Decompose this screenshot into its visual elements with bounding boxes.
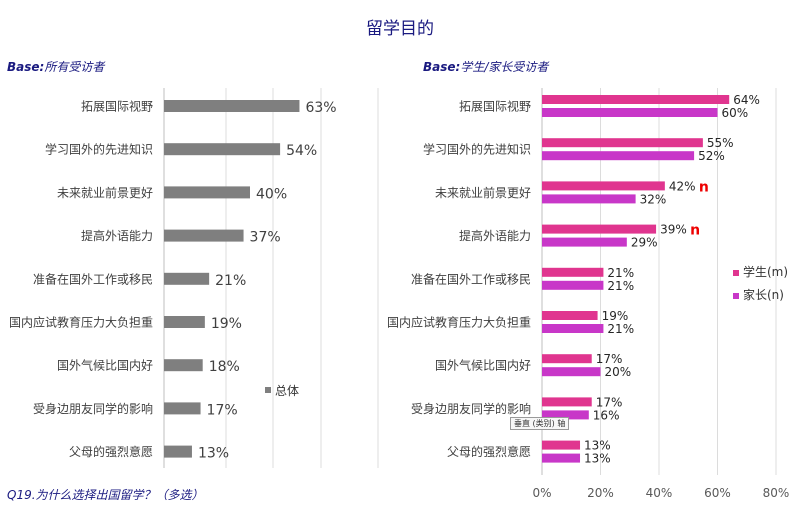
left-legend-swatch [265,387,271,393]
left-legend-label: 总体 [275,384,299,398]
parent-value-label: 52% [698,149,725,163]
right-category-label: 父母的强烈意愿 [447,444,531,459]
parent-bar [542,280,604,290]
left-value-label: 54% [286,143,317,159]
right-legend-swatch [733,293,739,299]
right-category-label: 提高外语能力 [459,228,531,243]
parent-bar [542,194,636,204]
left-base-label: Base:所有受访者 [7,58,104,75]
right-x-tick-label: 0% [532,486,551,500]
student-bar [542,95,730,104]
left-value-label: 13% [198,446,229,462]
left-category-label: 父母的强烈意愿 [69,444,153,459]
parent-bar [542,108,718,117]
student-value-label: 64% [733,93,760,107]
right-legend-label: 家长(n) [743,287,784,302]
left-bar [164,445,192,458]
right-legend-label: 学生(m) [743,264,788,279]
question-footnote: Q19.为什么选择出国留学？（多选） [7,488,204,502]
student-value-label: 17% [596,395,623,409]
left-category-label: 国外气候比国内好 [57,358,153,373]
student-value-label: 42% [669,179,696,193]
significance-mark: n [699,179,709,195]
left-bar [164,143,281,156]
left-category-label: 国内应试教育压力大负担重 [9,315,153,330]
left-value-label: 40% [256,186,287,202]
left-value-label: 18% [209,359,240,375]
right-base-prefix: Base: [423,60,461,74]
left-base-text: 所有受访者 [44,60,105,74]
right-base-label: Base:学生/家长受访者 [423,58,548,75]
parent-bar [542,453,581,463]
parent-bar [542,324,604,333]
left-category-label: 准备在国外工作或移民 [33,272,153,286]
parent-bar [542,237,627,247]
left-value-label: 19% [211,316,242,332]
parent-value-label: 16% [593,408,620,422]
left-value-label: 63% [305,100,336,116]
page-title: 留学目的 [366,19,434,39]
student-value-label: 19% [602,309,629,323]
left-bar [164,359,203,372]
axis-tooltip: 垂直 (类别) 轴 [510,417,570,430]
right-x-tick-label: 80% [763,486,790,500]
parent-bar [542,367,601,377]
left-bar [164,100,300,112]
parent-bar [542,410,589,420]
parent-value-label: 21% [607,322,634,336]
student-bar [542,440,581,450]
left-category-label: 提高外语能力 [81,228,153,243]
left-value-label: 37% [250,230,281,246]
right-category-label: 未来就业前景更好 [435,185,531,200]
student-bar [542,138,703,148]
parent-value-label: 13% [584,452,611,466]
student-bar [542,311,598,320]
student-value-label: 13% [584,439,611,453]
right-x-tick-label: 40% [646,486,673,500]
right-x-tick-label: 60% [704,486,731,500]
left-category-label: 学习国外的先进知识 [45,142,153,157]
student-value-label: 39% [660,223,687,237]
right-category-label: 准备在国外工作或移民 [411,272,531,286]
right-category-label: 学习国外的先进知识 [423,142,531,157]
significance-mark: n [690,223,700,239]
right-category-label: 国外气候比国内好 [435,358,531,373]
parent-value-label: 20% [605,365,632,379]
right-x-tick-label: 20% [587,486,614,500]
left-value-label: 21% [215,273,246,289]
left-category-label: 受身边朋友同学的影响 [33,401,153,416]
left-bar [164,272,210,285]
parent-value-label: 21% [607,279,634,293]
student-value-label: 21% [607,266,634,280]
left-value-label: 17% [207,402,238,418]
student-bar [542,354,592,364]
student-bar [542,397,592,407]
left-bar [164,316,205,328]
student-bar [542,224,657,234]
right-legend-swatch [733,270,739,276]
parent-value-label: 32% [640,192,667,206]
right-category-label: 拓展国际视野 [459,99,531,114]
left-bar [164,186,250,199]
right-category-label: 国内应试教育压力大负担重 [387,315,531,330]
student-value-label: 17% [596,352,623,366]
left-category-label: 未来就业前景更好 [57,185,153,200]
left-bar [164,402,201,415]
right-base-text: 学生/家长受访者 [460,60,549,74]
right-category-label: 受身边朋友同学的影响 [411,401,531,416]
student-value-label: 55% [707,136,734,150]
left-category-label: 拓展国际视野 [81,99,153,114]
student-bar [542,267,604,277]
parent-value-label: 60% [722,106,749,120]
parent-value-label: 29% [631,236,658,250]
student-bar [542,181,665,191]
parent-bar [542,151,695,161]
left-base-prefix: Base: [7,60,45,74]
left-bar [164,229,244,242]
